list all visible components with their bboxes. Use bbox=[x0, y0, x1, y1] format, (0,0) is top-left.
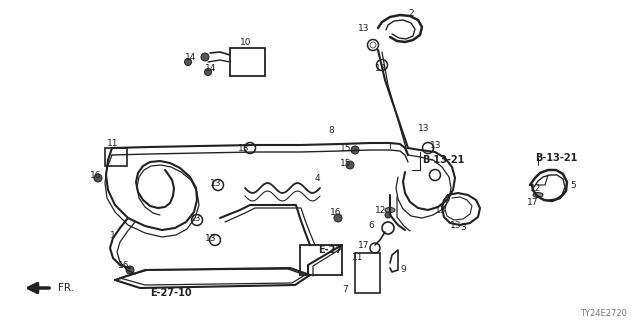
Bar bbox=[230, 48, 265, 76]
Text: 13: 13 bbox=[418, 124, 429, 132]
Bar bbox=[355, 253, 380, 293]
Text: 9: 9 bbox=[400, 266, 406, 275]
Text: 4: 4 bbox=[315, 173, 321, 182]
Ellipse shape bbox=[533, 193, 543, 197]
Text: 16: 16 bbox=[330, 207, 342, 217]
Text: 12: 12 bbox=[375, 205, 387, 214]
Text: 13: 13 bbox=[375, 63, 387, 73]
Text: 3: 3 bbox=[460, 222, 466, 231]
Circle shape bbox=[351, 146, 359, 154]
Text: 11: 11 bbox=[352, 253, 364, 262]
Text: 2: 2 bbox=[408, 9, 413, 18]
Text: 13: 13 bbox=[238, 143, 250, 153]
Circle shape bbox=[184, 59, 191, 66]
Circle shape bbox=[334, 214, 342, 222]
Text: E-27-10: E-27-10 bbox=[150, 288, 191, 298]
Text: 14: 14 bbox=[185, 52, 196, 61]
Text: 7: 7 bbox=[342, 285, 348, 294]
Text: 14: 14 bbox=[205, 63, 216, 73]
Text: FR.: FR. bbox=[58, 283, 74, 293]
Text: 5: 5 bbox=[570, 180, 576, 189]
Bar bbox=[105, 148, 127, 166]
Text: 6: 6 bbox=[368, 220, 374, 229]
Text: 12: 12 bbox=[530, 183, 541, 193]
Circle shape bbox=[370, 42, 376, 48]
Text: 13: 13 bbox=[450, 220, 461, 229]
Text: 8: 8 bbox=[328, 125, 333, 134]
Text: 13: 13 bbox=[430, 140, 442, 149]
Text: 16: 16 bbox=[90, 171, 102, 180]
Text: 13: 13 bbox=[190, 213, 202, 222]
Text: E-27: E-27 bbox=[318, 245, 342, 255]
Circle shape bbox=[205, 68, 211, 76]
Text: 13: 13 bbox=[210, 179, 221, 188]
Text: TY24E2720: TY24E2720 bbox=[580, 308, 627, 317]
Text: 13: 13 bbox=[435, 205, 447, 214]
Ellipse shape bbox=[385, 207, 395, 212]
Text: 1: 1 bbox=[110, 230, 116, 239]
Text: 16: 16 bbox=[118, 260, 129, 269]
Circle shape bbox=[385, 212, 391, 218]
Text: 15: 15 bbox=[340, 158, 351, 167]
Text: B-13-21: B-13-21 bbox=[422, 155, 465, 165]
Text: 13: 13 bbox=[358, 23, 369, 33]
Text: 10: 10 bbox=[240, 37, 252, 46]
Text: 17: 17 bbox=[527, 197, 538, 206]
Text: B-13-21: B-13-21 bbox=[535, 153, 577, 163]
Bar bbox=[300, 245, 342, 275]
Text: 15: 15 bbox=[340, 143, 351, 153]
Text: 13: 13 bbox=[205, 234, 216, 243]
Text: 17: 17 bbox=[358, 241, 369, 250]
Text: 11: 11 bbox=[107, 139, 118, 148]
Circle shape bbox=[201, 53, 209, 61]
Circle shape bbox=[346, 161, 354, 169]
Circle shape bbox=[94, 174, 102, 182]
Circle shape bbox=[126, 266, 134, 274]
